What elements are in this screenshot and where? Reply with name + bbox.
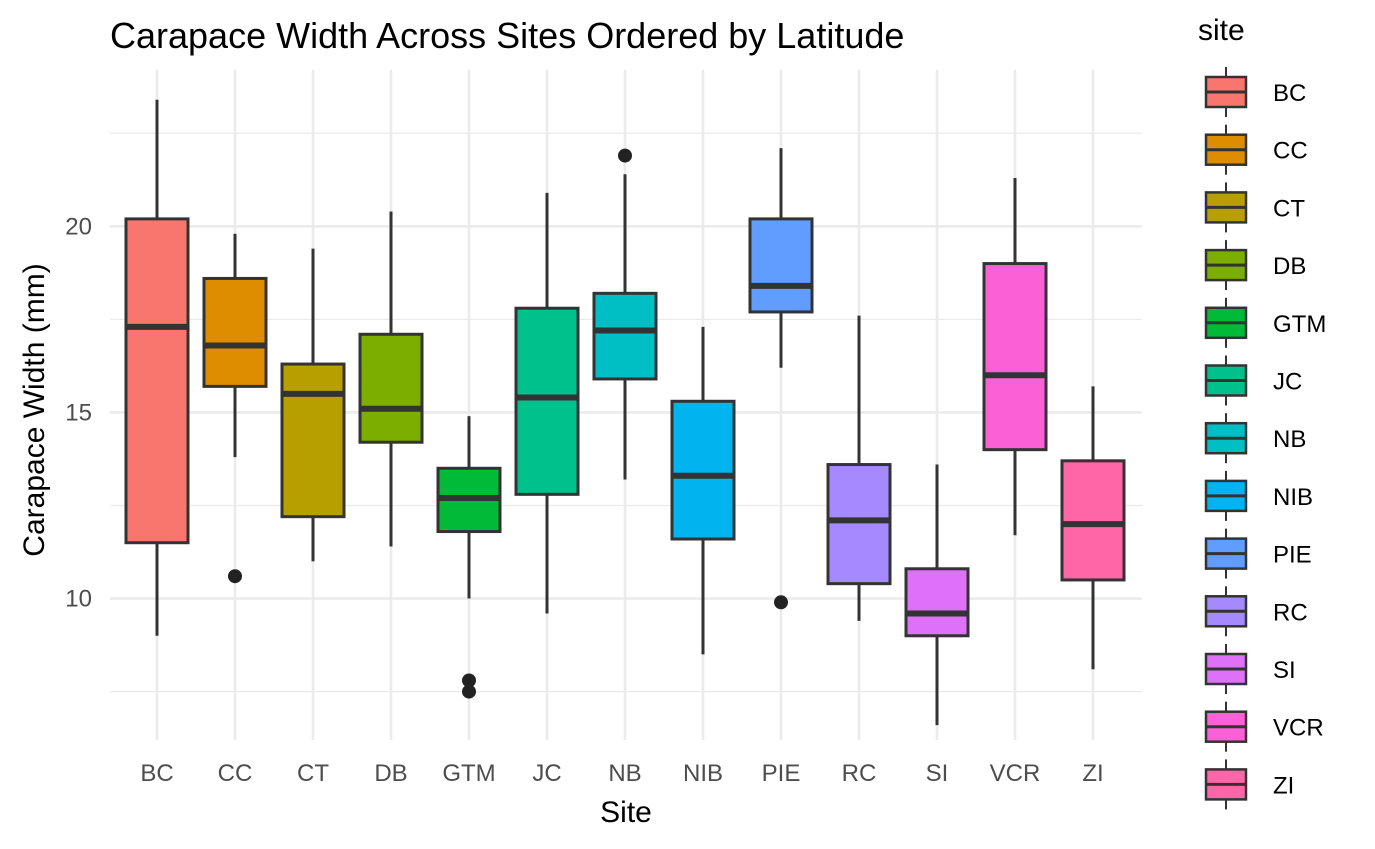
legend-item-pie: PIE <box>1204 528 1312 579</box>
box-vcr <box>982 177 1048 536</box>
iqr-box <box>592 291 658 381</box>
outlier-point <box>462 673 476 688</box>
iqr-box <box>904 567 970 638</box>
legend-label: NIB <box>1273 484 1313 511</box>
iqr-box <box>202 276 268 388</box>
legend-item-bc: BC <box>1204 67 1306 117</box>
iqr-box <box>358 332 424 444</box>
x-tick-label: CC <box>218 760 253 787</box>
legend-label: DB <box>1273 253 1306 280</box>
legend-label: GTM <box>1273 311 1326 338</box>
legend-label: BC <box>1273 80 1306 107</box>
x-tick-label: ZI <box>1082 760 1103 787</box>
x-axis-title: Site <box>600 796 652 829</box>
legend-item-si: SI <box>1204 644 1296 694</box>
y-tick-label: 15 <box>65 399 92 426</box>
outlier-point <box>774 595 788 610</box>
legend-item-rc: RC <box>1204 586 1308 637</box>
x-tick-labels: BC CC CT DB GTM JC NB NIB PIE RC SI VCR ZI <box>140 760 1103 787</box>
iqr-box <box>982 262 1048 452</box>
chart-title: Carapace Width Across Sites Ordered by L… <box>110 15 904 56</box>
outlier-point <box>228 569 242 584</box>
x-tick-label: VCR <box>990 760 1041 787</box>
legend-label: JC <box>1273 369 1302 396</box>
box-nb <box>592 148 658 480</box>
x-tick-label: BC <box>140 760 173 787</box>
x-tick-label: NB <box>608 760 641 787</box>
legend-item-gtm: GTM <box>1204 297 1326 348</box>
x-tick-label: CT <box>297 760 329 787</box>
legend-title: site <box>1198 14 1245 47</box>
y-tick-label: 10 <box>65 586 92 613</box>
iqr-box <box>280 362 346 519</box>
legend-label: PIE <box>1273 542 1312 569</box>
box-pie <box>748 148 814 610</box>
y-tick-labels: 10 15 20 <box>65 213 92 612</box>
legend-label: RC <box>1273 599 1308 626</box>
y-tick-label: 20 <box>65 213 92 240</box>
legend: BC CC CT DB GTM JC NB NIB PIE RC SI VCR ZI <box>1204 67 1326 810</box>
box-bc <box>124 99 190 636</box>
box-zi <box>1060 386 1126 670</box>
legend-item-zi: ZI <box>1204 759 1294 810</box>
outlier-point <box>462 684 476 699</box>
y-axis-title: Carapace Width (mm) <box>18 263 51 556</box>
legend-item-jc: JC <box>1204 355 1302 406</box>
box-rc <box>826 315 892 621</box>
legend-label: CT <box>1273 195 1305 222</box>
iqr-box <box>748 217 814 314</box>
x-tick-label: DB <box>374 760 407 787</box>
box-gtm <box>436 416 502 699</box>
outlier-point <box>618 148 632 163</box>
legend-label: ZI <box>1273 772 1294 799</box>
iqr-box <box>124 217 190 545</box>
legend-item-db: DB <box>1204 240 1306 291</box>
legend-label: CC <box>1273 138 1308 165</box>
x-tick-label: JC <box>532 760 561 787</box>
box-db <box>358 211 424 547</box>
legend-label: SI <box>1273 657 1296 684</box>
iqr-box <box>670 399 736 541</box>
legend-label: NB <box>1273 426 1306 453</box>
x-tick-label: PIE <box>762 760 801 787</box>
x-tick-label: SI <box>926 760 949 787</box>
x-tick-label: RC <box>842 760 877 787</box>
x-tick-label: NIB <box>683 760 723 787</box>
legend-item-cc: CC <box>1204 124 1308 175</box>
box-ct <box>280 248 346 562</box>
legend-item-ct: CT <box>1204 182 1305 233</box>
legend-item-vcr: VCR <box>1204 701 1324 752</box>
legend-item-nib: NIB <box>1204 470 1313 521</box>
box-jc <box>514 192 580 614</box>
box-nib <box>670 326 736 655</box>
box-si <box>904 464 970 726</box>
iqr-box <box>826 463 892 586</box>
iqr-box <box>514 306 580 496</box>
legend-item-nb: NB <box>1204 413 1306 464</box>
iqr-box <box>1060 459 1126 582</box>
legend-label: VCR <box>1273 715 1324 742</box>
box-cc <box>202 233 268 584</box>
box-layer <box>124 99 1126 726</box>
x-tick-label: GTM <box>442 760 495 787</box>
